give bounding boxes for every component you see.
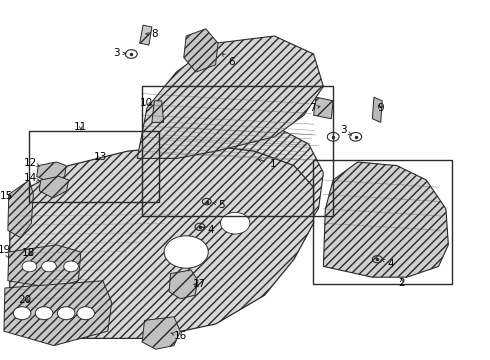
Bar bbox=[313, 160, 452, 284]
Circle shape bbox=[13, 307, 31, 320]
Polygon shape bbox=[39, 176, 69, 198]
Text: 7: 7 bbox=[309, 103, 320, 113]
Text: 12: 12 bbox=[24, 158, 40, 168]
Text: 11: 11 bbox=[74, 122, 88, 132]
Polygon shape bbox=[8, 245, 81, 288]
Text: 9: 9 bbox=[377, 103, 384, 113]
Text: 14: 14 bbox=[24, 173, 40, 183]
Polygon shape bbox=[8, 180, 33, 238]
Polygon shape bbox=[10, 144, 314, 338]
Text: 3: 3 bbox=[113, 48, 126, 58]
Circle shape bbox=[77, 307, 95, 320]
Polygon shape bbox=[184, 29, 218, 72]
Text: 18: 18 bbox=[22, 248, 35, 258]
Circle shape bbox=[22, 261, 37, 272]
Circle shape bbox=[42, 261, 56, 272]
Text: 20: 20 bbox=[18, 294, 31, 305]
Polygon shape bbox=[169, 270, 198, 299]
Polygon shape bbox=[140, 25, 152, 45]
Text: 3: 3 bbox=[340, 125, 351, 135]
Polygon shape bbox=[137, 36, 323, 158]
Polygon shape bbox=[137, 122, 323, 252]
Polygon shape bbox=[152, 101, 164, 122]
Text: 17: 17 bbox=[192, 279, 206, 289]
Bar bbox=[142, 86, 333, 216]
Polygon shape bbox=[142, 317, 180, 349]
Text: 4: 4 bbox=[382, 258, 394, 269]
Polygon shape bbox=[4, 281, 112, 346]
Text: 4: 4 bbox=[202, 225, 214, 235]
Circle shape bbox=[64, 261, 78, 272]
Polygon shape bbox=[37, 162, 66, 184]
Text: 6: 6 bbox=[222, 54, 235, 67]
Text: 16: 16 bbox=[171, 330, 187, 341]
Text: 15: 15 bbox=[0, 191, 14, 201]
Text: 10: 10 bbox=[140, 98, 152, 108]
Text: 5: 5 bbox=[213, 200, 225, 210]
Text: 19: 19 bbox=[0, 245, 12, 258]
Text: 2: 2 bbox=[398, 278, 405, 288]
Bar bbox=[29, 131, 159, 202]
Polygon shape bbox=[372, 97, 382, 122]
Polygon shape bbox=[314, 97, 333, 119]
Text: 1: 1 bbox=[258, 159, 277, 169]
Circle shape bbox=[35, 307, 53, 320]
Circle shape bbox=[57, 307, 75, 320]
Circle shape bbox=[220, 212, 250, 234]
Text: 8: 8 bbox=[146, 29, 158, 39]
Polygon shape bbox=[323, 162, 448, 277]
Circle shape bbox=[164, 236, 208, 268]
Text: 13: 13 bbox=[94, 152, 107, 162]
